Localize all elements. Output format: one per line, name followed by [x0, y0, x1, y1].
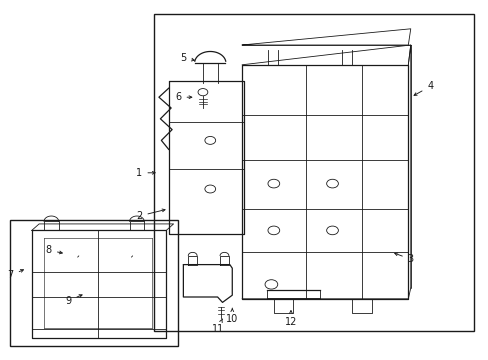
- Text: 9: 9: [65, 295, 82, 306]
- Text: 8: 8: [46, 245, 62, 255]
- Text: 2: 2: [136, 209, 164, 221]
- Text: 6: 6: [175, 92, 191, 102]
- Text: 1: 1: [136, 168, 155, 178]
- Bar: [154, 14, 473, 331]
- Text: 3: 3: [394, 253, 413, 264]
- Text: 4: 4: [413, 81, 432, 95]
- Text: 7: 7: [8, 270, 23, 280]
- Text: 5: 5: [180, 53, 194, 63]
- Text: 11: 11: [211, 319, 224, 334]
- Text: 10: 10: [225, 308, 238, 324]
- Text: 12: 12: [284, 311, 297, 327]
- Bar: [10, 220, 178, 346]
